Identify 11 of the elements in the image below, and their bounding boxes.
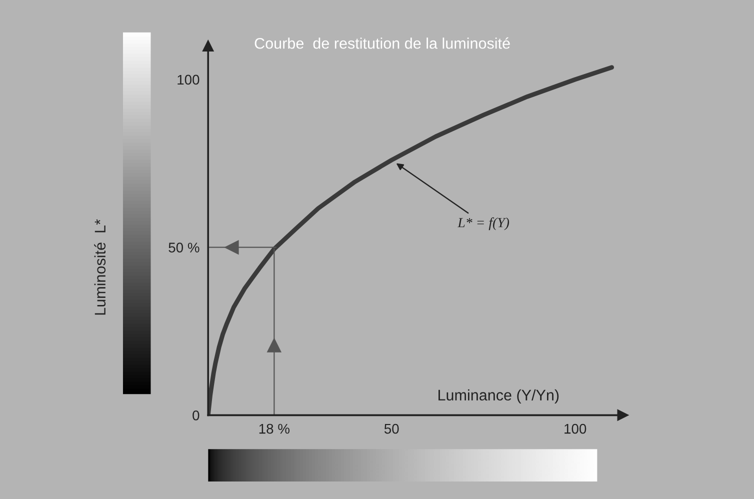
y-tick-label: 100: [178, 74, 200, 85]
chart-title: Courbe de restitution de la luminosité: [254, 37, 510, 49]
x-tick-label: 50: [384, 424, 399, 434]
x-tick-label: 18 %: [259, 424, 290, 434]
x-axis-title: Luminance (Y/Yn): [438, 389, 559, 404]
y-tick-label: 50 %: [168, 242, 200, 252]
y-axis-title: Luminosité L*: [94, 219, 106, 315]
line-series: [208, 65, 614, 416]
annotation: L* = f(Y): [457, 217, 510, 230]
y-tick-label: 0: [192, 410, 200, 420]
x-tick-label: 100: [564, 424, 586, 434]
